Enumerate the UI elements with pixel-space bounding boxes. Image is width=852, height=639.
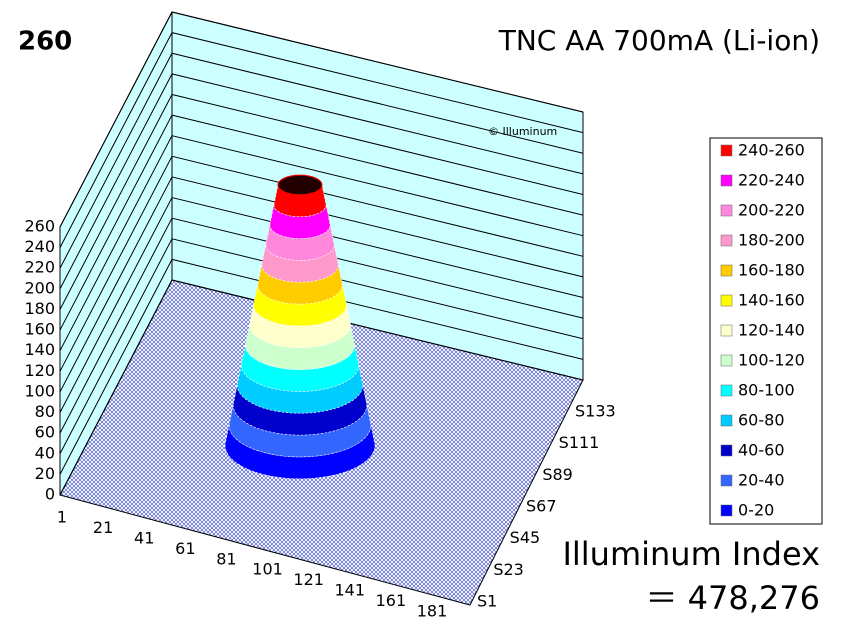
x-tick-label: 101 <box>252 560 283 579</box>
grid-line <box>59 32 584 248</box>
series-label: S89 <box>542 465 573 484</box>
x-tick-label: 141 <box>335 581 366 600</box>
grid-line <box>59 114 584 331</box>
legend-label: 240-260 <box>738 141 805 160</box>
legend-swatch <box>720 204 733 217</box>
series-label: S133 <box>575 402 616 421</box>
z-tick-label: 160 <box>24 320 55 339</box>
legend-label: 20-40 <box>738 471 785 490</box>
grid-line <box>59 258 584 475</box>
legend-swatch <box>720 414 733 427</box>
series-label: S67 <box>526 497 557 516</box>
grid-line <box>59 73 584 290</box>
z-tick-label: 120 <box>24 361 55 380</box>
z-tick-label: 200 <box>24 278 55 297</box>
legend-swatch <box>720 324 733 337</box>
legend-label: 160-180 <box>738 261 805 280</box>
grid-line <box>59 135 584 351</box>
z-tick-label: 80 <box>35 402 55 421</box>
legend-swatch <box>720 144 733 157</box>
series-label: S45 <box>510 528 541 547</box>
legend-swatch <box>720 294 733 307</box>
series-label: S111 <box>559 433 600 452</box>
z-tick-label: 180 <box>24 299 55 318</box>
z-tick-label: 20 <box>35 464 55 483</box>
surface-band <box>236 364 364 414</box>
legend-label: 80-100 <box>738 381 795 400</box>
max-value-label: 260 <box>18 27 72 57</box>
z-tick-label: 100 <box>24 381 55 400</box>
axis-labels: 0204060801001201401601802002202402601214… <box>24 217 615 621</box>
grid-line <box>59 217 584 434</box>
series-label: S23 <box>493 560 524 579</box>
x-tick-label: 121 <box>293 570 324 589</box>
z-tick-label: 260 <box>24 217 55 236</box>
legend-swatch <box>720 474 733 487</box>
legend-label: 180-200 <box>738 231 805 250</box>
legend: 240-260 220-240 200-220 180-200 160-180 140-1… <box>720 141 805 520</box>
legend-swatch <box>720 264 733 277</box>
z-tick-label: 0 <box>45 485 55 504</box>
legend-label: 60-80 <box>738 411 785 430</box>
surface-band <box>265 224 335 261</box>
chart-title: TNC AA 700mA (Li-ion) <box>498 24 820 57</box>
z-tick-label: 240 <box>24 237 55 256</box>
surface-peak <box>277 174 323 196</box>
x-tick-label: 21 <box>93 518 113 537</box>
x-tick-label: 81 <box>216 549 236 568</box>
surface-band <box>261 244 339 283</box>
legend-label: 220-240 <box>738 171 805 190</box>
grid-line <box>59 196 584 413</box>
x-tick-label: 61 <box>175 539 195 558</box>
legend-swatch <box>720 444 733 457</box>
watermark: © Illuminum <box>488 125 557 138</box>
z-tick-label: 220 <box>24 258 55 277</box>
legend-label: 0-20 <box>738 501 774 520</box>
legend-swatch <box>720 354 733 367</box>
grid-line <box>59 93 584 310</box>
legend-swatch <box>720 504 733 517</box>
x-tick-label: 41 <box>134 528 154 547</box>
grid-line <box>59 11 584 228</box>
index-value: ＝ 478,276 <box>645 579 820 617</box>
grid-line <box>59 279 584 496</box>
legend-label: 140-160 <box>738 291 805 310</box>
surface-band <box>241 344 359 392</box>
grid-line <box>59 52 584 269</box>
legend-label: 100-120 <box>738 351 805 370</box>
index-label: Illuminum Index <box>562 535 820 573</box>
z-tick-label: 40 <box>35 443 55 462</box>
z-tick-label: 140 <box>24 340 55 359</box>
grid-line <box>59 238 584 455</box>
grid <box>59 11 584 496</box>
grid-line <box>59 155 584 372</box>
x-tick-label: 181 <box>417 602 448 621</box>
z-tick-label: 60 <box>35 423 55 442</box>
surface-band <box>257 264 343 305</box>
legend-swatch <box>720 174 733 187</box>
legend-label: 120-140 <box>738 321 805 340</box>
legend-label: 200-220 <box>738 201 805 220</box>
legend-swatch <box>720 384 733 397</box>
surface <box>224 174 376 480</box>
x-tick-label: 161 <box>376 591 407 610</box>
x-tick-label: 1 <box>57 508 67 527</box>
grid-line <box>59 176 584 393</box>
series-label: S1 <box>477 592 497 611</box>
legend-swatch <box>720 234 733 247</box>
legend-label: 40-60 <box>738 441 785 460</box>
